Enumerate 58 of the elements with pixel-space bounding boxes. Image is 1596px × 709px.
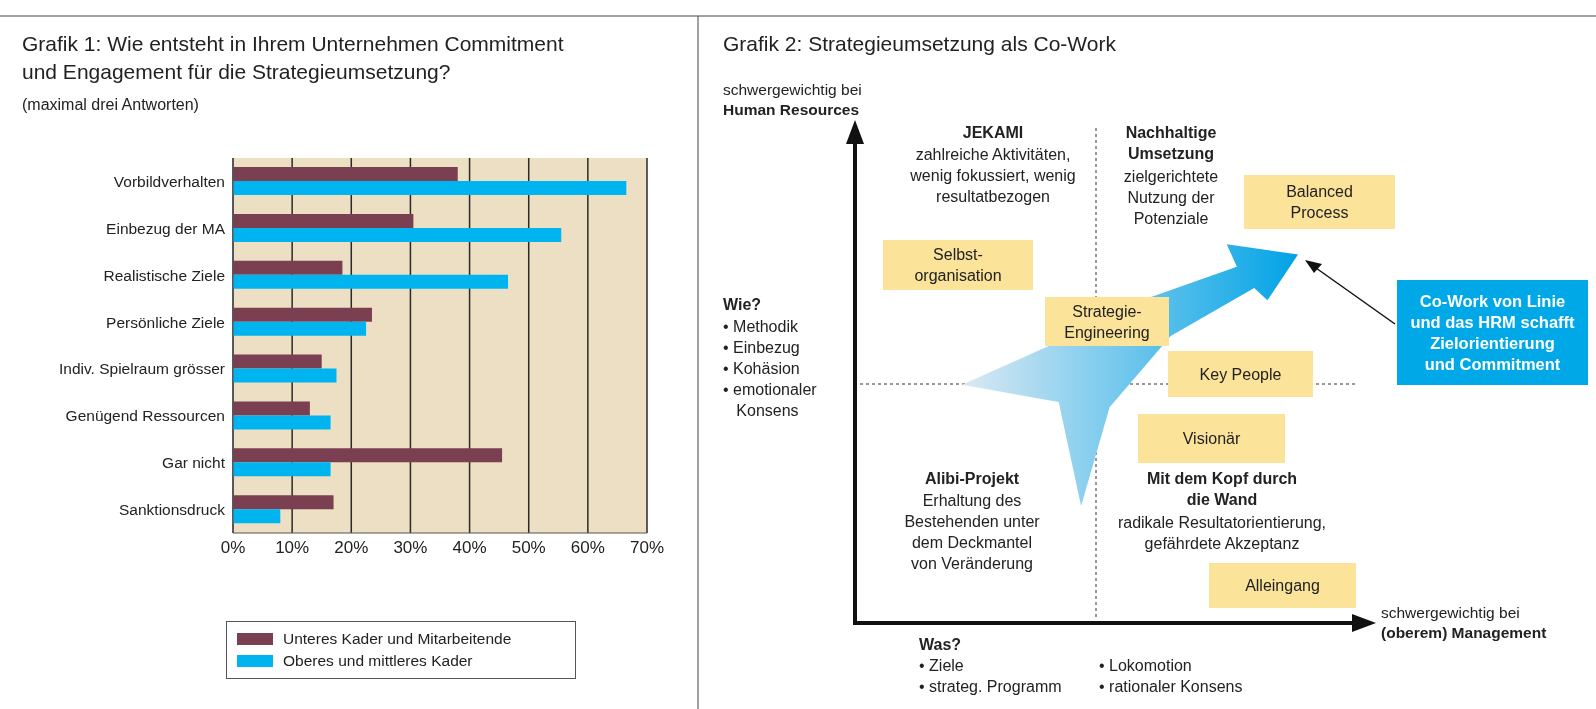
text: zahlreiche Aktivitäten, wenig fokussiert, wenig resultatbezogen: [910, 145, 1076, 207]
text: Strategie- Engineering: [1064, 301, 1150, 343]
chart-title: Grafik 1: Wie entsteht in Ihrem Unternehmen Commitment und Engagement für die Strategieumsetzung?: [22, 31, 564, 85]
legend-label: Oberes und mittleres Kader: [283, 652, 473, 670]
bar: [233, 448, 503, 463]
bar: [233, 307, 372, 322]
text: Was?: [919, 635, 962, 655]
x-tick-label: 50%: [511, 538, 546, 558]
y-tick-label: Sanktionsdruck: [119, 501, 226, 519]
bar: [233, 495, 334, 510]
bar: [233, 509, 281, 524]
y-tick-label: Realistische Ziele: [103, 266, 225, 284]
y-tick-label: Persönliche Ziele: [106, 313, 225, 331]
text: Balanced Process: [1286, 182, 1353, 223]
text: Key People: [1199, 364, 1282, 385]
text: Alibi-Projekt: [924, 469, 1020, 489]
text: • Ziele • strateg. Programm: [919, 656, 1062, 697]
bar: [233, 462, 331, 477]
text: Erhaltung des Bestehenden unter dem Deckmantel von Veränderung: [904, 491, 1040, 574]
bar: [233, 260, 343, 275]
y-tick-label: Indiv. Spielraum grösser: [59, 360, 225, 378]
legend-label: Unteres Kader und Mitarbeitende: [283, 630, 512, 648]
bar: [233, 274, 509, 289]
text: schwergewichtig bei (oberem) Management: [1381, 603, 1547, 643]
chart-subtitle: (maximal drei Antworten): [22, 96, 199, 114]
text: Alleingang: [1245, 576, 1320, 596]
x-tick-label: 20%: [334, 538, 369, 558]
text: Mit dem Kopf durch die Wand: [1146, 469, 1298, 510]
bar: [233, 354, 322, 369]
text: Grafik 2: Strategieumsetzung als Co-Work: [723, 32, 1116, 56]
text: • Methodik • Einbezug • Kohäsion • emotionaler Konsens: [723, 317, 817, 421]
text: Wie?: [723, 295, 762, 315]
text: • Lokomotion • rationaler Konsens: [1099, 656, 1243, 697]
bar: [233, 227, 562, 242]
bar: [233, 321, 367, 336]
y-tick-label: Genügend Ressourcen: [65, 407, 225, 425]
text: Co-Work von Linie und das HRM schafft Zielorientierung und Commitment: [1410, 290, 1575, 375]
x-tick-label: 0%: [220, 538, 246, 558]
y-tick-label: Vorbildverhalten: [113, 172, 225, 190]
y-tick-label: Gar nicht: [162, 454, 226, 472]
bar: [233, 368, 337, 383]
text: schwergewichtig bei Human Resources: [723, 80, 862, 120]
text: zielgerichtete Nutzung der Potenziale: [1123, 167, 1219, 229]
bar: [233, 401, 310, 416]
text: Selbst- organisation: [914, 245, 1002, 286]
x-tick-label: 60%: [570, 538, 605, 558]
text: JEKAMI: [962, 123, 1024, 143]
x-tick-label: 40%: [452, 538, 487, 558]
x-tick-label: 10%: [275, 538, 310, 558]
bar: [233, 415, 331, 430]
x-tick-label: 30%: [393, 538, 428, 558]
bar: [233, 167, 458, 181]
bar: [233, 213, 414, 228]
text: Visionär: [1182, 429, 1241, 449]
bar: [233, 181, 627, 195]
text: radikale Resultatorientierung, gefährdete Akzeptanz: [1117, 513, 1327, 554]
x-tick-label: 70%: [629, 538, 665, 558]
y-tick-label: Einbezug der MA: [106, 219, 226, 237]
